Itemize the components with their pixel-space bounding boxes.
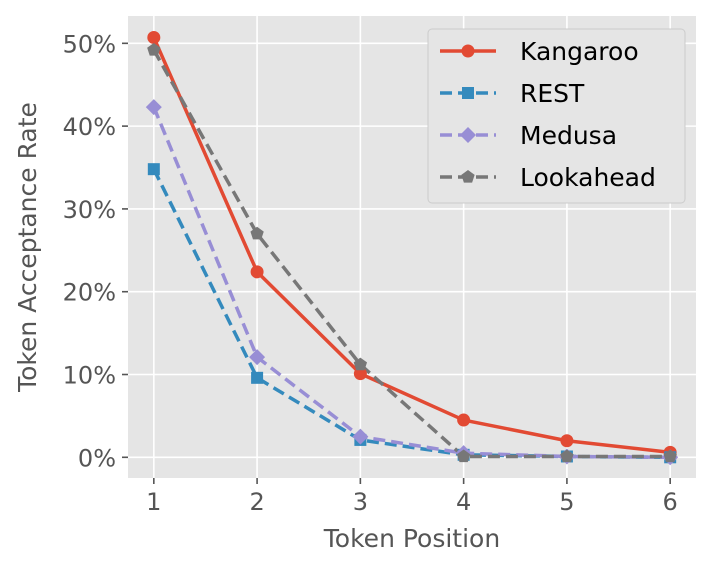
data-point-lookahead — [147, 42, 161, 56]
series-markers — [145, 31, 679, 466]
y-tick-label: 50% — [63, 30, 116, 58]
legend-label-kangaroo: Kangaroo — [520, 37, 639, 66]
series-lines — [152, 36, 671, 460]
data-point-kangaroo — [560, 434, 574, 448]
y-axis-title: Token Acceptance Rate — [13, 102, 42, 393]
data-point-rest — [147, 163, 160, 176]
y-axis-ticks: 0% 10% 20% 30% 40% 50% — [63, 30, 128, 472]
y-tick-label: 0% — [78, 444, 116, 472]
data-point-kangaroo — [250, 265, 264, 279]
data-point-medusa — [352, 428, 369, 445]
legend: Kangaroo REST Medusa Lookahead — [427, 28, 686, 204]
data-point-kangaroo — [353, 367, 367, 381]
data-point-lookahead — [353, 357, 368, 371]
legend-marker-lookahead — [461, 170, 475, 183]
series-line-medusa — [152, 106, 671, 460]
legend-marker-medusa — [460, 127, 476, 143]
y-tick-label: 30% — [63, 196, 116, 224]
series-line-kangaroo — [152, 36, 671, 455]
data-point-kangaroo — [457, 413, 471, 427]
y-tick-label: 40% — [63, 113, 116, 141]
legend-label-lookahead: Lookahead — [520, 163, 656, 192]
x-tick-label: 6 — [663, 488, 678, 516]
x-axis-ticks: 1 2 3 4 5 6 — [146, 478, 678, 516]
data-point-lookahead — [560, 449, 574, 463]
x-tick-label: 3 — [353, 488, 368, 516]
data-point-kangaroo — [147, 31, 161, 45]
y-tick-label: 10% — [63, 362, 116, 390]
legend-label-medusa: Medusa — [520, 121, 617, 150]
data-point-lookahead — [663, 449, 677, 463]
data-point-medusa — [145, 99, 162, 116]
x-tick-label: 4 — [456, 488, 471, 516]
y-tick-label: 20% — [63, 279, 116, 307]
data-point-lookahead — [250, 226, 264, 240]
data-point-rest — [251, 371, 264, 384]
x-tick-label: 2 — [249, 488, 264, 516]
legend-marker-rest — [462, 87, 474, 99]
legend-box — [427, 28, 686, 204]
legend-label-rest: REST — [520, 79, 585, 108]
x-axis-title: Token Position — [323, 524, 500, 553]
x-tick-label: 1 — [146, 488, 161, 516]
series-line-lookahead — [152, 49, 671, 459]
legend-marker-kangaroo — [461, 44, 475, 58]
x-tick-label: 5 — [559, 488, 574, 516]
data-point-medusa — [249, 349, 266, 366]
data-point-lookahead — [456, 449, 471, 463]
